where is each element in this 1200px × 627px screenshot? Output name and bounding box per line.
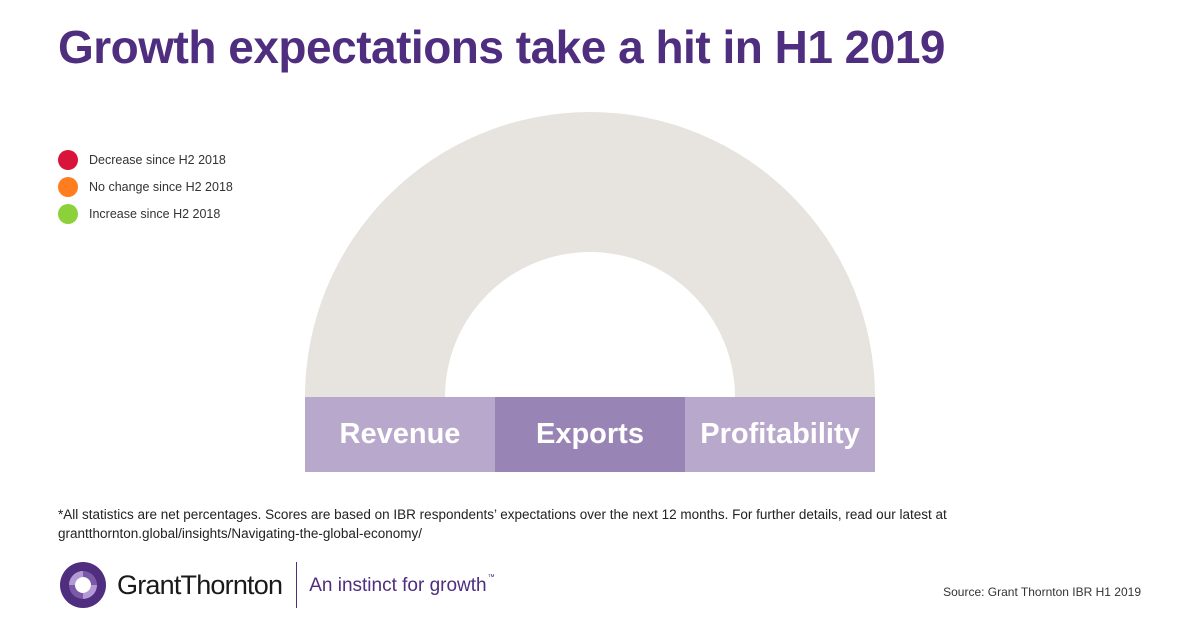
- footnote-link: grantthornton.global/insights/Navigating…: [58, 526, 422, 541]
- gauge-labels: Revenue Exports Profitability: [305, 397, 875, 472]
- grant-thornton-logo-icon: [60, 562, 106, 608]
- brand-divider: [296, 562, 298, 608]
- brand-lockup: GrantThornton An instinct for growth™: [60, 562, 495, 608]
- gauge-label-profitability: Profitability: [700, 418, 860, 450]
- legend-label-decrease: Decrease since H2 2018: [89, 152, 226, 167]
- gauge-segment-revenue: [305, 397, 495, 472]
- footnote: *All statistics are net percentages. Sco…: [58, 505, 1098, 543]
- gauge-segment-profitability: [685, 397, 875, 472]
- legend-item-increase: Increase since H2 2018: [58, 200, 233, 227]
- brand-name: GrantThornton: [117, 569, 283, 600]
- page-title: Growth expectations take a hit in H1 201…: [58, 21, 946, 73]
- legend-item-no-change: No change since H2 2018: [58, 173, 233, 200]
- legend-label-no-change: No change since H2 2018: [89, 179, 233, 194]
- gauge-label-revenue: Revenue: [339, 418, 461, 450]
- source-note: Source: Grant Thornton IBR H1 2019: [943, 585, 1141, 599]
- trademark-mark: ™: [487, 573, 495, 581]
- footnote-text: *All statistics are net percentages. Sco…: [58, 507, 947, 522]
- brand-tagline: An instinct for growth™: [309, 574, 494, 597]
- gauge-label-exports: Exports: [536, 418, 644, 450]
- brand-tagline-text: An instinct for growth: [309, 574, 487, 596]
- gauge-segment-exports: [495, 397, 685, 472]
- legend: Decrease since H2 2018 No change since H…: [58, 146, 233, 227]
- increase-dot-icon: [58, 203, 78, 224]
- legend-item-decrease: Decrease since H2 2018: [58, 146, 233, 173]
- decrease-dot-icon: [58, 149, 78, 170]
- legend-label-increase: Increase since H2 2018: [89, 206, 221, 221]
- no-change-dot-icon: [58, 176, 78, 197]
- gauge-arc: [305, 112, 875, 397]
